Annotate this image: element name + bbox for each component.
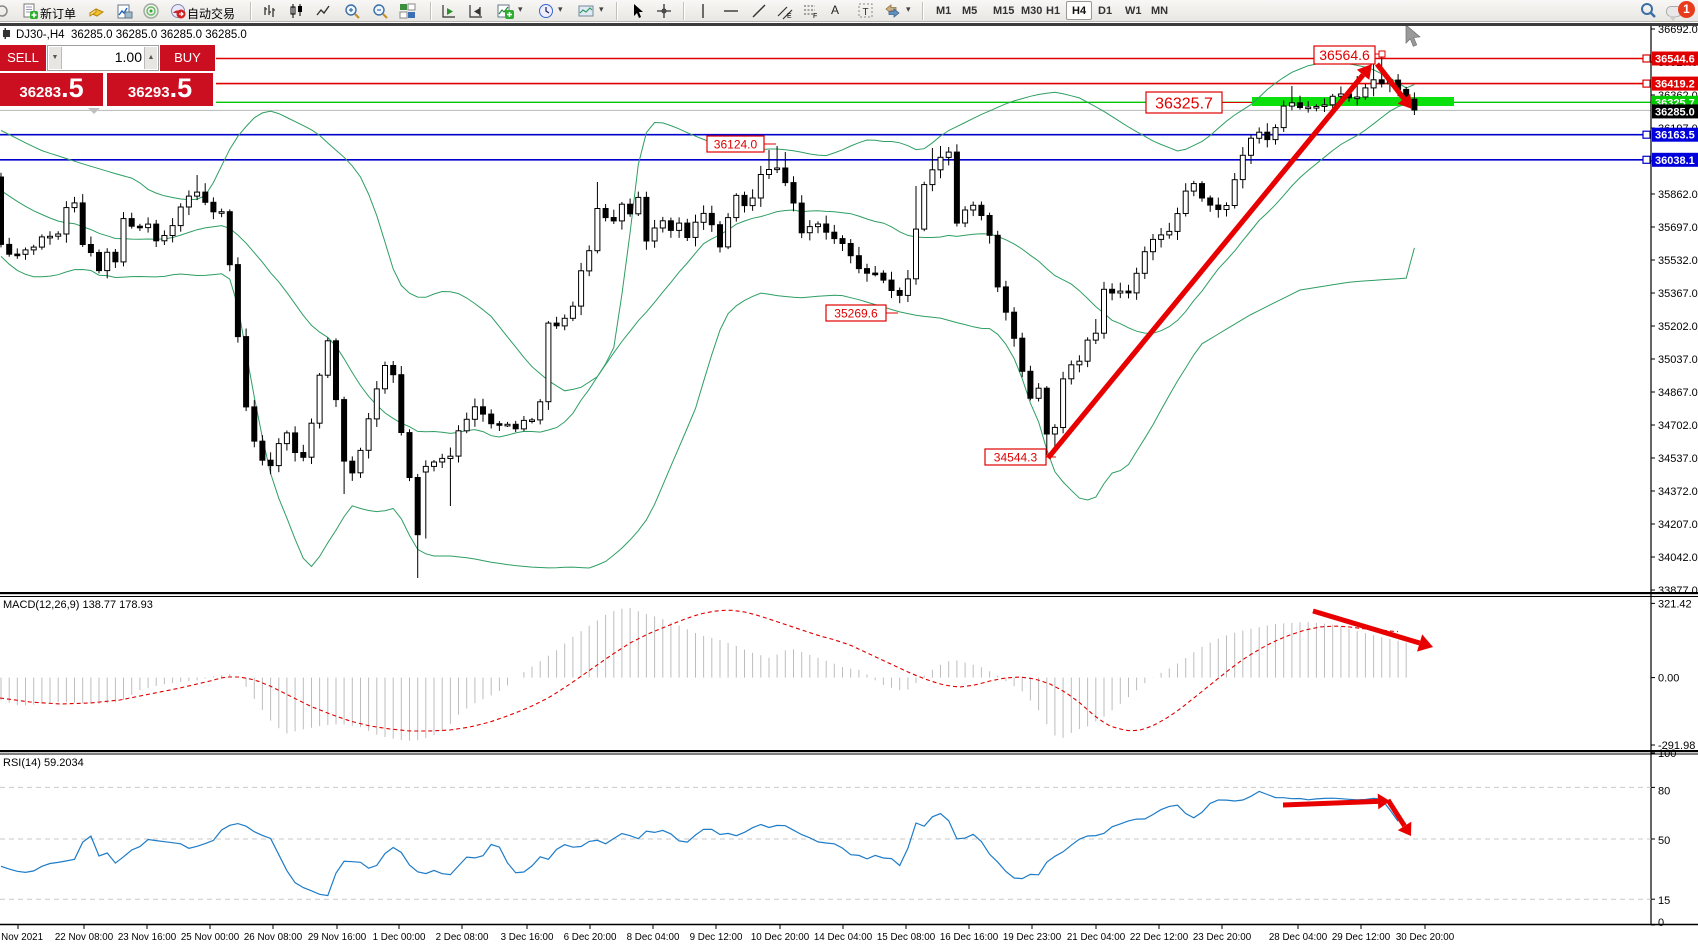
svg-text:35862.0: 35862.0 — [1658, 189, 1698, 201]
svg-text:36692.0: 36692.0 — [1658, 24, 1698, 36]
svg-text:29 Nov 16:00: 29 Nov 16:00 — [308, 932, 367, 943]
svg-text:35037.0: 35037.0 — [1658, 354, 1698, 366]
svg-text:30 Dec 20:00: 30 Dec 20:00 — [1396, 932, 1455, 943]
svg-text:19 Dec 23:00: 19 Dec 23:00 — [1003, 932, 1062, 943]
svg-text:34702.0: 34702.0 — [1658, 420, 1698, 432]
svg-text:21 Dec 04:00: 21 Dec 04:00 — [1067, 932, 1126, 943]
svg-text:16 Dec 16:00: 16 Dec 16:00 — [940, 932, 999, 943]
svg-text:-291.98: -291.98 — [1658, 740, 1695, 752]
svg-text:36285.0: 36285.0 — [1655, 106, 1695, 118]
svg-text:F: F — [813, 13, 817, 20]
svg-text:50: 50 — [1658, 835, 1670, 847]
svg-text:6 Dec 20:00: 6 Dec 20:00 — [564, 932, 617, 943]
svg-text:2 Dec 08:00: 2 Dec 08:00 — [436, 932, 489, 943]
svg-text:3 Dec 16:00: 3 Dec 16:00 — [501, 932, 554, 943]
svg-text:36124.0: 36124.0 — [714, 137, 758, 151]
svg-text:14 Dec 04:00: 14 Dec 04:00 — [814, 932, 873, 943]
svg-text:8 Dec 04:00: 8 Dec 04:00 — [627, 932, 680, 943]
svg-text:34867.0: 34867.0 — [1658, 387, 1698, 399]
svg-text:15: 15 — [1658, 895, 1670, 907]
svg-text:0: 0 — [1658, 917, 1664, 929]
svg-text:23 Nov 16:00: 23 Nov 16:00 — [118, 932, 177, 943]
svg-text:34042.0: 34042.0 — [1658, 552, 1698, 564]
svg-text:34207.0: 34207.0 — [1658, 519, 1698, 531]
svg-text:10 Dec 20:00: 10 Dec 20:00 — [751, 932, 810, 943]
svg-text:15 Dec 08:00: 15 Dec 08:00 — [877, 932, 936, 943]
svg-text:100: 100 — [1658, 748, 1676, 760]
svg-text:35367.0: 35367.0 — [1658, 288, 1698, 300]
svg-text:36163.5: 36163.5 — [1655, 130, 1695, 142]
svg-text:28 Dec 04:00: 28 Dec 04:00 — [1269, 932, 1328, 943]
svg-text:29 Dec 12:00: 29 Dec 12:00 — [1332, 932, 1391, 943]
svg-text:RSI(14) 59.2034: RSI(14) 59.2034 — [3, 757, 84, 769]
svg-text:33877.0: 33877.0 — [1658, 585, 1698, 597]
svg-text:80: 80 — [1658, 785, 1670, 797]
svg-text:34537.0: 34537.0 — [1658, 453, 1698, 465]
svg-text:36038.1: 36038.1 — [1655, 155, 1695, 167]
svg-text:35269.6: 35269.6 — [834, 306, 878, 320]
svg-text:9 Nov 2021: 9 Nov 2021 — [0, 932, 43, 943]
svg-text:MACD(12,26,9) 138.77 178.93: MACD(12,26,9) 138.77 178.93 — [3, 599, 153, 611]
svg-text:26 Nov 08:00: 26 Nov 08:00 — [244, 932, 303, 943]
svg-text:0.00: 0.00 — [1658, 673, 1679, 685]
svg-text:35532.0: 35532.0 — [1658, 255, 1698, 267]
svg-text:35202.0: 35202.0 — [1658, 321, 1698, 333]
svg-text:25 Nov 00:00: 25 Nov 00:00 — [181, 932, 240, 943]
svg-text:34544.3: 34544.3 — [994, 450, 1038, 464]
svg-text:36419.2: 36419.2 — [1655, 79, 1695, 91]
svg-text:22 Dec 12:00: 22 Dec 12:00 — [1130, 932, 1189, 943]
svg-text:36544.6: 36544.6 — [1655, 54, 1695, 66]
svg-text:9 Dec 12:00: 9 Dec 12:00 — [690, 932, 743, 943]
svg-text:DJ30-,H4 36285.0 36285.0 3628: DJ30-,H4 36285.0 36285.0 36285.0 36285.0 — [16, 29, 247, 41]
svg-text:23 Dec 20:00: 23 Dec 20:00 — [1193, 932, 1252, 943]
svg-text:34372.0: 34372.0 — [1658, 486, 1698, 498]
svg-text:36325.7: 36325.7 — [1155, 95, 1213, 112]
svg-text:35697.0: 35697.0 — [1658, 222, 1698, 234]
svg-text:321.42: 321.42 — [1658, 598, 1692, 610]
svg-text:T: T — [863, 7, 869, 18]
svg-text:22 Nov 08:00: 22 Nov 08:00 — [55, 932, 114, 943]
svg-text:E: E — [787, 13, 792, 20]
svg-text:1 Dec 00:00: 1 Dec 00:00 — [373, 932, 426, 943]
svg-text:36564.6: 36564.6 — [1319, 47, 1370, 63]
